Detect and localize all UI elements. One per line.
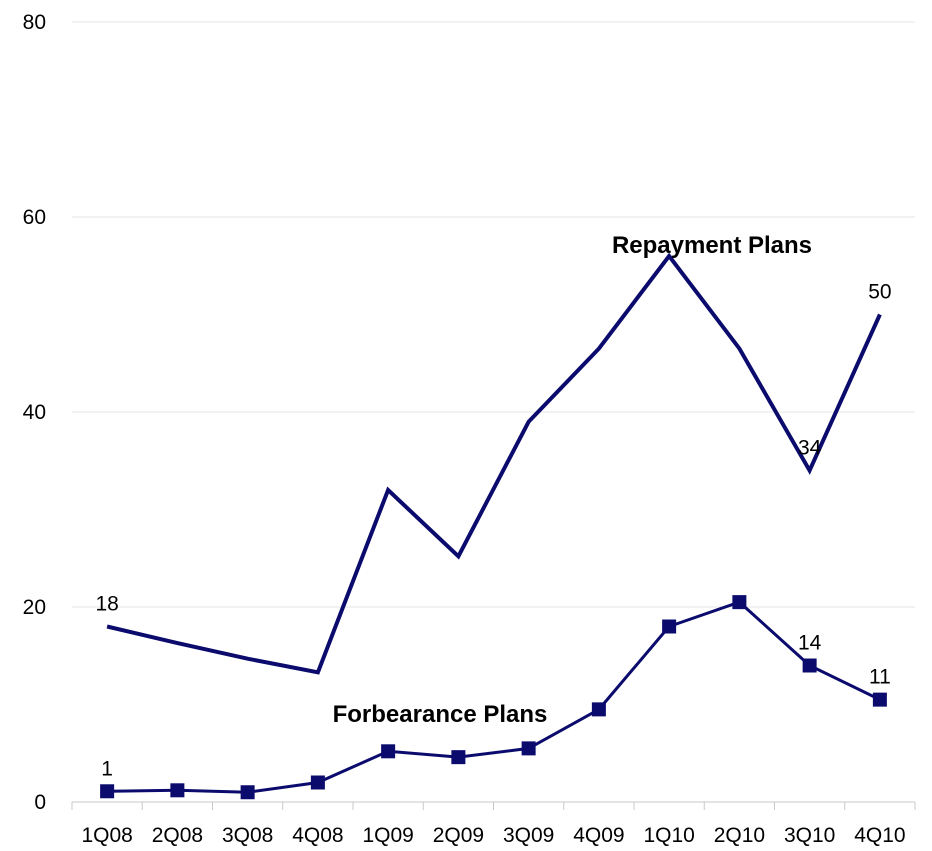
x-tick-label: 2Q08 [152, 824, 203, 847]
x-axis-tick-labels: 1Q08 2Q08 3Q08 4Q08 1Q09 2Q09 3Q09 4Q09 1Q10 2Q10… [81, 824, 905, 847]
series-labels: Repayment Plans Forbearance Plans [333, 232, 812, 728]
gridlines [72, 21, 915, 608]
data-label: 18 [95, 593, 118, 616]
x-axis [71, 801, 916, 810]
data-label: 50 [868, 281, 891, 304]
x-tick-label: 1Q08 [81, 824, 132, 847]
x-tick-label: 2Q09 [433, 824, 484, 847]
series-1-point [802, 658, 817, 673]
series-label-1: Forbearance Plans [333, 701, 548, 728]
series-1-point [451, 750, 466, 765]
x-tick-label: 3Q08 [222, 824, 273, 847]
series-1-point [170, 783, 185, 798]
series-1-point [662, 619, 677, 634]
data-labels: 18 34 50 1 14 11 [95, 281, 891, 781]
x-tick-label: 1Q09 [362, 824, 413, 847]
x-tick-label: 1Q10 [643, 824, 694, 847]
series-line-0 [106, 252, 882, 675]
data-label: 34 [798, 437, 822, 460]
series-1-point [521, 741, 536, 756]
series-lines [106, 252, 882, 794]
y-tick-label: 40 [23, 401, 46, 424]
data-label: 14 [798, 632, 822, 655]
series-1-point [381, 744, 396, 759]
x-tick-label: 4Q10 [854, 824, 905, 847]
data-label: 11 [869, 666, 891, 689]
y-tick-label: 0 [34, 791, 46, 814]
y-tick-label: 80 [23, 11, 46, 34]
series-1-point [591, 702, 606, 717]
series-1-point [872, 692, 887, 707]
data-label: 1 [101, 757, 113, 780]
series-1-point [100, 784, 115, 799]
y-tick-label: 60 [23, 206, 46, 229]
series-label-0: Repayment Plans [612, 232, 812, 259]
x-tick-label: 2Q10 [714, 824, 765, 847]
series-1-point [240, 785, 255, 800]
x-tick-label: 3Q10 [784, 824, 835, 847]
series-markers [100, 595, 887, 800]
x-tick-label: 3Q09 [503, 824, 554, 847]
x-tick-label: 4Q09 [573, 824, 624, 847]
y-axis-tick-labels: 0 20 40 60 80 [23, 11, 46, 814]
y-tick-label: 20 [23, 596, 46, 619]
x-tick-label: 4Q08 [292, 824, 343, 847]
series-1-point [310, 775, 325, 790]
series-1-point [732, 595, 747, 610]
series-line-1 [107, 600, 881, 794]
